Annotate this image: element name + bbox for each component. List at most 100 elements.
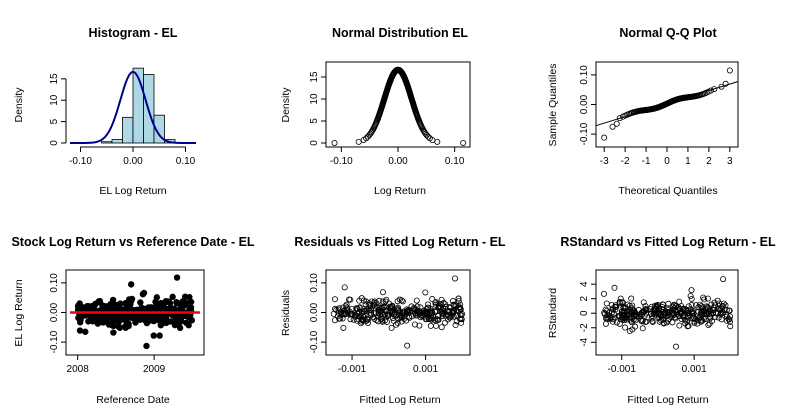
x-tick-label: -0.001 <box>338 364 367 375</box>
data-point <box>331 139 338 146</box>
data-point <box>677 306 684 313</box>
data-point <box>726 67 733 74</box>
data-point <box>364 319 371 326</box>
data-point <box>429 296 436 303</box>
data-point <box>119 312 127 319</box>
data-point <box>360 308 367 315</box>
data-point <box>438 296 445 303</box>
data-point <box>76 327 84 334</box>
data-point <box>602 320 609 327</box>
data-point <box>393 321 400 328</box>
chart1-ylabel: Density <box>13 87 25 123</box>
data-point <box>720 276 727 283</box>
data-point <box>153 294 161 301</box>
data-point <box>434 138 441 145</box>
data-point <box>603 307 610 314</box>
data-point <box>187 305 195 313</box>
data-point <box>455 298 462 305</box>
data-point <box>620 309 627 316</box>
data-point <box>628 318 635 325</box>
data-point <box>112 301 119 309</box>
data-point <box>149 313 157 320</box>
chart1-plot: -0.10 0.00 0.10 0 5 10 15 <box>49 67 196 167</box>
data-point <box>398 297 405 304</box>
data-point <box>665 316 672 323</box>
data-point <box>605 314 612 321</box>
data-point <box>181 293 189 300</box>
data-point <box>426 315 433 322</box>
chart5-xlabel: Fitted Log Return <box>359 394 440 406</box>
histogram-bar <box>111 139 123 144</box>
data-point <box>364 314 371 321</box>
x-tick-label: -2 <box>621 156 630 167</box>
data-point <box>105 305 112 313</box>
data-point <box>671 301 678 308</box>
data-point <box>399 298 406 305</box>
data-point <box>678 315 685 322</box>
data-point <box>638 318 645 325</box>
data-point <box>127 281 135 288</box>
x-tick-label: 2008 <box>67 364 90 375</box>
chart5-title: Residuals vs Fitted Log Return - EL <box>294 235 505 249</box>
y-tick-label: -0.10 <box>49 330 60 353</box>
data-point <box>384 312 391 319</box>
data-point <box>401 309 408 316</box>
data-point <box>160 316 168 323</box>
data-point <box>616 299 623 306</box>
data-point <box>336 315 343 322</box>
data-point <box>137 299 144 306</box>
data-point <box>426 310 433 317</box>
data-point <box>417 304 424 311</box>
data-point <box>640 299 647 306</box>
data-point <box>387 308 394 315</box>
y-tick-label: 0 <box>309 140 320 146</box>
chart4-plot: 2008 2009 -0.10 0.00 0.10 <box>49 269 205 375</box>
data-point <box>180 302 187 309</box>
y-tick-label: 15 <box>49 73 60 85</box>
data-point <box>346 296 353 303</box>
data-point <box>704 295 711 302</box>
y-tick-label: 0 <box>579 310 590 316</box>
data-point <box>603 300 610 307</box>
x-tick-label: -1 <box>642 156 651 167</box>
data-point <box>688 302 695 309</box>
y-tick-label: 0.10 <box>309 273 320 293</box>
x-tick-label: -0.10 <box>69 156 92 167</box>
data-point <box>391 308 398 315</box>
data-point <box>601 134 608 141</box>
data-point <box>723 317 730 324</box>
y-tick-label: 5 <box>309 118 320 124</box>
data-point <box>375 304 382 311</box>
data-point <box>616 115 623 122</box>
data-point <box>345 309 352 316</box>
data-point <box>609 305 616 312</box>
x-tick-label: 0 <box>664 156 670 167</box>
data-point <box>707 313 714 320</box>
x-tick-label: 0.00 <box>123 156 143 167</box>
data-point <box>714 297 721 304</box>
data-point <box>669 303 676 310</box>
data-point <box>416 322 423 329</box>
x-tick-label: 0.001 <box>413 364 438 375</box>
data-point <box>672 303 679 310</box>
y-tick-label: -2 <box>579 323 590 332</box>
data-point <box>374 313 381 320</box>
data-point <box>122 324 129 331</box>
data-point <box>334 313 341 320</box>
data-point <box>631 307 638 314</box>
data-point <box>446 303 453 310</box>
data-point <box>722 80 729 87</box>
data-point <box>173 299 181 307</box>
data-point <box>688 311 695 318</box>
data-point <box>622 324 629 331</box>
chart2-xlabel: Log Return <box>374 185 426 197</box>
data-point <box>626 328 633 335</box>
y-tick-label: -4 <box>579 337 590 346</box>
data-point <box>388 324 395 331</box>
data-point <box>638 317 645 324</box>
data-point <box>628 295 635 302</box>
data-point <box>389 302 396 309</box>
data-point <box>619 308 626 315</box>
data-point <box>701 311 708 318</box>
